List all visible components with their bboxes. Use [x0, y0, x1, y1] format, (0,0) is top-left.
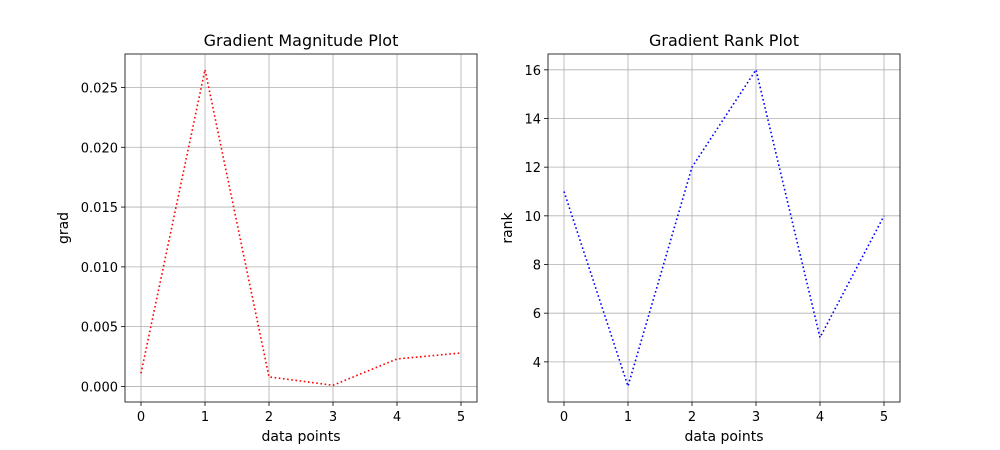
x-tick-label: 2	[265, 410, 273, 425]
x-axis-label: data points	[262, 429, 341, 445]
y-axis-label: rank	[500, 211, 516, 243]
y-tick-label: 0.015	[81, 201, 118, 216]
y-axis-label: grad	[56, 212, 72, 244]
y-tick-label: 4	[533, 356, 541, 371]
y-tick-label: 0.005	[81, 321, 118, 336]
y-tick-label: 0.010	[81, 261, 118, 276]
x-tick-label: 1	[624, 410, 632, 425]
grid	[548, 54, 900, 402]
x-tick-label: 0	[137, 410, 145, 425]
y-tick-label: 14	[524, 112, 541, 127]
x-tick-label: 3	[329, 410, 337, 425]
x-tick-label: 0	[560, 410, 568, 425]
x-axis-label: data points	[685, 429, 764, 445]
y-tick-label: 16	[524, 64, 541, 79]
axes: 0 1 2 3 4 5 0.000 0.005 0.010 0.015 0.020 0.025	[81, 53, 478, 425]
y-tick-label: 12	[524, 161, 541, 176]
x-tick-label: 4	[816, 410, 824, 425]
y-tick-label: 0.020	[81, 141, 118, 156]
y-tick-label: 0.000	[81, 380, 118, 395]
y-tick-label: 10	[524, 210, 541, 225]
series-line	[140, 69, 462, 387]
grid	[125, 54, 477, 402]
x-tick-label: 2	[688, 410, 696, 425]
y-tick-label: 8	[533, 259, 541, 274]
x-tick-label: 3	[752, 410, 760, 425]
x-tick-label: 4	[393, 410, 401, 425]
plot-frame	[547, 53, 901, 403]
y-tick-label: 0.025	[81, 81, 118, 96]
x-tick-label: 1	[201, 410, 209, 425]
chart-title: Gradient Magnitude Plot	[204, 31, 399, 50]
chart-title: Gradient Rank Plot	[649, 31, 799, 50]
y-tick-label: 6	[533, 307, 541, 322]
gradient-magnitude-chart: Gradient Magnitude Plot data points grad…	[56, 31, 478, 445]
plot-frame	[124, 53, 478, 403]
x-tick-label: 5	[457, 410, 465, 425]
x-tick-label: 5	[880, 410, 888, 425]
